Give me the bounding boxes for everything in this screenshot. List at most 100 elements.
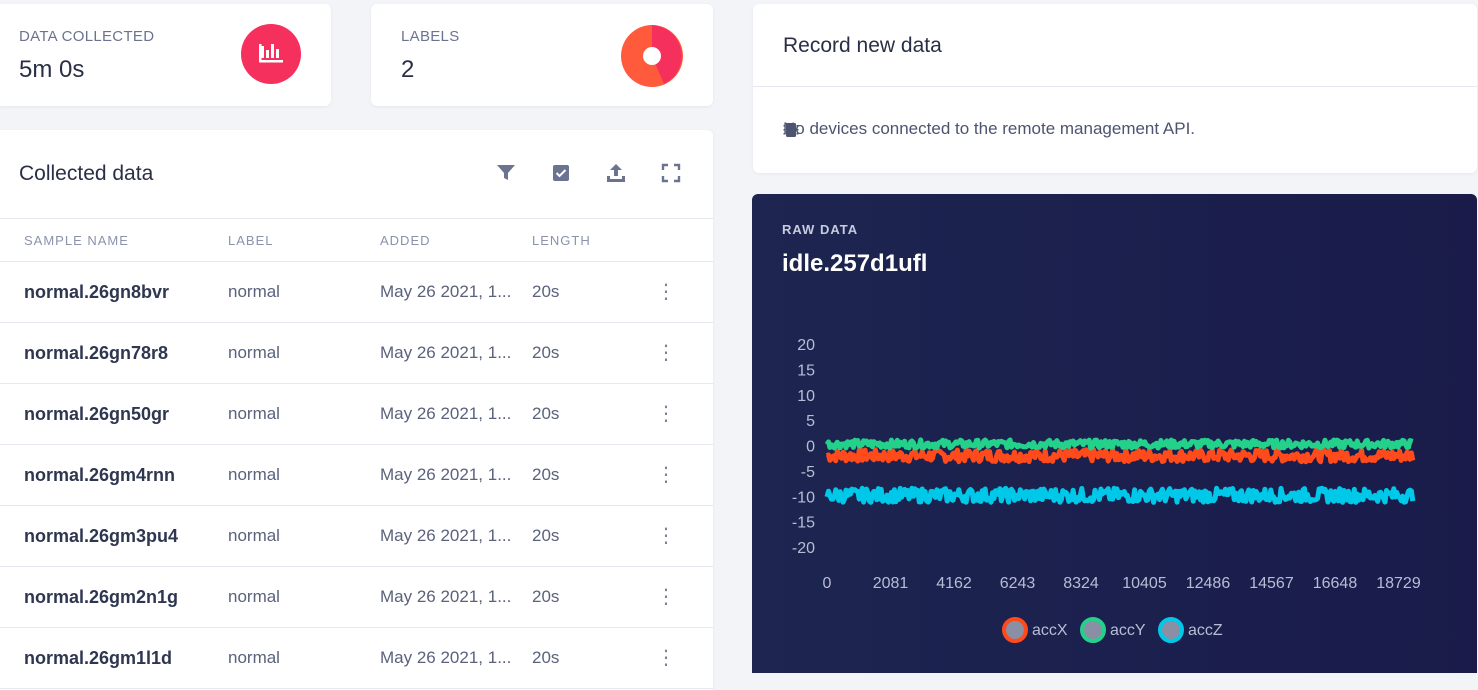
- stat-label: LABELS: [401, 28, 460, 45]
- raw-data-panel: RAW DATA idle.257d1ufl 20 15 10 5 0 -5 -10 -15 -…: [752, 194, 1477, 673]
- checkbox-icon[interactable]: [550, 162, 572, 184]
- more-options-icon[interactable]: ⋮: [656, 585, 676, 608]
- sample-name[interactable]: normal.26gm3pu4: [0, 505, 228, 567]
- legend-marker: [1158, 617, 1184, 643]
- x-tick-label: 0: [823, 575, 832, 592]
- stat-card-data-collected: DATA COLLECTED 5m 0s: [0, 4, 331, 106]
- sample-label: normal: [228, 505, 380, 567]
- sample-label: normal: [228, 322, 380, 384]
- sample-length: 20s: [532, 444, 656, 506]
- column-header-length[interactable]: LENGTH: [532, 218, 656, 262]
- table-row[interactable]: normal.26gm3pu4 normal May 26 2021, 1...…: [0, 505, 713, 567]
- more-options-icon[interactable]: ⋮: [656, 646, 676, 669]
- table-header-row: SAMPLE NAME LABEL ADDED LENGTH: [0, 218, 713, 262]
- x-tick-label: 16648: [1313, 575, 1358, 592]
- x-tick-label: 10405: [1122, 575, 1167, 592]
- upload-icon[interactable]: [605, 162, 627, 184]
- sample-label: normal: [228, 566, 380, 628]
- column-header-label[interactable]: LABEL: [228, 218, 380, 262]
- panel-title: Record new data: [783, 34, 942, 57]
- y-tick-label: 5: [806, 413, 815, 430]
- y-tick-label: -10: [792, 489, 815, 506]
- sample-name[interactable]: normal.26gm1l1d: [0, 627, 228, 689]
- pie-chart-icon: [620, 24, 683, 87]
- legend-marker: [1080, 617, 1106, 643]
- stat-value: 2: [401, 56, 415, 83]
- fullscreen-icon[interactable]: [660, 162, 682, 184]
- legend-label: accY: [1110, 622, 1146, 639]
- x-tick-label: 14567: [1249, 575, 1294, 592]
- sample-name[interactable]: normal.26gm2n1g: [0, 566, 228, 628]
- sample-length: 20s: [532, 566, 656, 628]
- more-options-icon[interactable]: ⋮: [656, 280, 676, 303]
- y-tick-label: 15: [797, 362, 815, 379]
- sample-added: May 26 2021, 1...: [380, 566, 532, 628]
- sample-label: normal: [228, 383, 380, 445]
- table-row[interactable]: normal.26gm2n1g normal May 26 2021, 1...…: [0, 566, 713, 628]
- stat-card-labels: LABELS 2: [371, 4, 713, 106]
- more-options-icon[interactable]: ⋮: [656, 524, 676, 547]
- y-tick-label: -15: [792, 515, 815, 532]
- sample-name[interactable]: normal.26gm4rnn: [0, 444, 228, 506]
- sample-name[interactable]: normal.26gn8bvr: [0, 261, 228, 323]
- sample-length: 20s: [532, 627, 656, 689]
- series-line-accY: [824, 437, 1414, 451]
- sample-added: May 26 2021, 1...: [380, 322, 532, 384]
- sample-added: May 26 2021, 1...: [380, 261, 532, 323]
- raw-data-label: RAW DATA: [782, 222, 859, 237]
- sample-length: 20s: [532, 322, 656, 384]
- sample-length: 20s: [532, 261, 656, 323]
- more-options-icon[interactable]: ⋮: [656, 402, 676, 425]
- column-header-sample-name[interactable]: SAMPLE NAME: [0, 218, 228, 262]
- legend-item-accX[interactable]: accX: [1002, 617, 1068, 643]
- legend-item-accY[interactable]: accY: [1080, 617, 1146, 643]
- sample-length: 20s: [532, 383, 656, 445]
- sample-label: normal: [228, 444, 380, 506]
- column-header-actions: [656, 218, 713, 262]
- no-devices-message: No devices connected to the remote manag…: [783, 119, 1196, 138]
- x-tick-label: 4162: [936, 575, 972, 592]
- table-row[interactable]: normal.26gn78r8 normal May 26 2021, 1...…: [0, 322, 713, 384]
- column-header-added[interactable]: ADDED: [380, 218, 532, 262]
- x-tick-label: 6243: [1000, 575, 1036, 592]
- sample-added: May 26 2021, 1...: [380, 505, 532, 567]
- table-row[interactable]: normal.26gn8bvr normal May 26 2021, 1...…: [0, 261, 713, 323]
- sample-length: 20s: [532, 505, 656, 567]
- y-tick-label: 20: [797, 337, 815, 354]
- panel-title: Collected data: [19, 162, 154, 185]
- y-tick-label: -20: [792, 540, 815, 557]
- stat-value: 5m 0s: [19, 56, 85, 83]
- more-options-icon[interactable]: ⋮: [656, 463, 676, 486]
- series-line-accZ: [824, 485, 1416, 505]
- x-tick-label: 12486: [1186, 575, 1231, 592]
- x-tick-label: 18729: [1376, 575, 1421, 592]
- sample-added: May 26 2021, 1...: [380, 627, 532, 689]
- sample-name[interactable]: normal.26gn50gr: [0, 383, 228, 445]
- stat-label: DATA COLLECTED: [19, 28, 155, 45]
- legend-label: accX: [1032, 622, 1068, 639]
- sample-name[interactable]: normal.26gn78r8: [0, 322, 228, 384]
- record-new-data-panel: [753, 4, 1477, 173]
- legend-marker: [1002, 617, 1028, 643]
- legend-item-accZ[interactable]: accZ: [1158, 617, 1223, 643]
- sample-label: normal: [228, 627, 380, 689]
- table-row[interactable]: normal.26gn50gr normal May 26 2021, 1...…: [0, 383, 713, 445]
- sample-label: normal: [228, 261, 380, 323]
- y-tick-label: 10: [797, 388, 815, 405]
- sample-added: May 26 2021, 1...: [380, 444, 532, 506]
- x-tick-label: 2081: [873, 575, 909, 592]
- y-tick-label: 0: [806, 439, 815, 456]
- series-line-accX: [825, 447, 1416, 465]
- sample-title: idle.257d1ufl: [782, 250, 928, 277]
- bar-chart-icon: [241, 24, 301, 84]
- raw-data-chart: 20 15 10 5 0 -5 -10 -15 -20 0 2081 4162 6243 8324 1040…: [792, 337, 1421, 643]
- samples-table: SAMPLE NAME LABEL ADDED LENGTH normal.26…: [0, 218, 713, 689]
- y-tick-label: -5: [801, 464, 815, 481]
- filter-icon[interactable]: [495, 162, 517, 184]
- more-options-icon[interactable]: ⋮: [656, 341, 676, 364]
- table-row[interactable]: normal.26gm1l1d normal May 26 2021, 1...…: [0, 627, 713, 689]
- table-row[interactable]: normal.26gm4rnn normal May 26 2021, 1...…: [0, 444, 713, 506]
- chip-icon: [782, 121, 800, 139]
- legend-label: accZ: [1188, 622, 1223, 639]
- sample-added: May 26 2021, 1...: [380, 383, 532, 445]
